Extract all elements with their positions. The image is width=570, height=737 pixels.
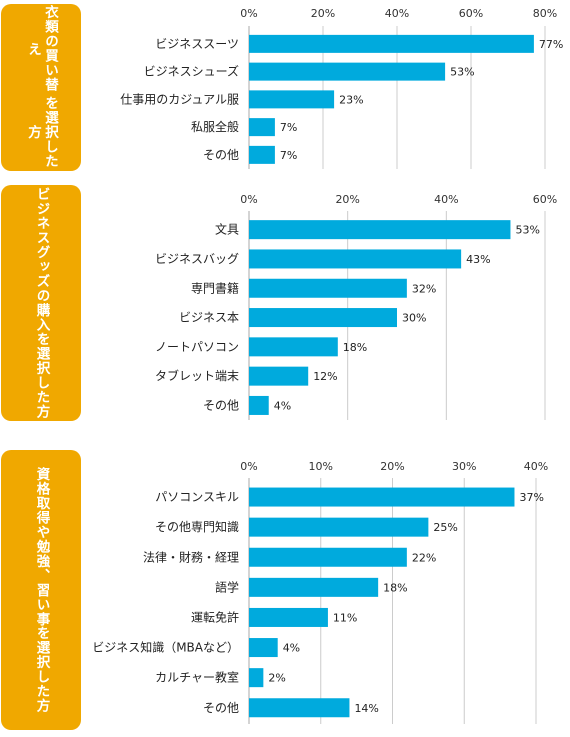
tick-label: 40% [385, 7, 409, 20]
category-label: その他 [203, 148, 239, 162]
value-label: 30% [402, 312, 426, 325]
value-label: 18% [343, 341, 367, 354]
bar [249, 62, 446, 81]
category-label: ビジネスシューズ [144, 64, 239, 79]
tick-label: 0% [240, 460, 257, 473]
category-label: その他 [203, 398, 239, 412]
badge-clothing: 衣類の買い替え を選択した方 [1, 4, 81, 171]
category-label: ビジネススーツ [155, 37, 239, 51]
bar [249, 308, 397, 328]
bar [249, 547, 407, 567]
bar [249, 698, 350, 718]
value-label: 4% [283, 642, 300, 655]
tick-label: 20% [311, 7, 335, 20]
value-label: 53% [515, 224, 539, 237]
tick-label: 20% [335, 193, 359, 206]
category-label: 私服全般 [191, 119, 239, 134]
tick-label: 30% [452, 460, 476, 473]
category-label: 専門書籍 [191, 280, 239, 295]
bar [249, 249, 462, 269]
category-label: 仕事用のカジュアル服 [120, 92, 239, 106]
bar [249, 638, 278, 658]
bar [249, 668, 264, 688]
value-label: 18% [383, 581, 407, 594]
tick-label: 40% [524, 460, 548, 473]
badge-goods-line1: ビジネスグッズの購入 [33, 187, 50, 332]
value-label: 37% [519, 491, 543, 504]
badge-clothing-line2: を選択した方 [25, 96, 58, 169]
bar [249, 118, 275, 137]
tick-label: 0% [240, 193, 257, 206]
badge-goods: ビジネスグッズの購入 を選択した方 [1, 185, 81, 421]
category-label: ノートパソコン [155, 340, 239, 354]
badge-study-label: 資格取得や勉強、習い事 を選択した方 [1, 450, 81, 730]
bar [249, 337, 338, 357]
value-label: 14% [354, 702, 378, 715]
tick-label: 60% [459, 7, 483, 20]
category-label: タブレット端末 [155, 368, 239, 383]
badge-goods-line2: を選択した方 [33, 332, 50, 419]
category-label: 語学 [215, 579, 239, 594]
value-label: 12% [313, 370, 337, 383]
value-label: 2% [268, 672, 285, 685]
bar [249, 487, 515, 507]
value-label: 77% [539, 38, 563, 51]
tick-label: 10% [309, 460, 333, 473]
bar [249, 34, 534, 53]
value-label: 43% [466, 253, 490, 266]
bar [249, 220, 511, 240]
category-label: 法律・財務・経理 [143, 549, 239, 564]
value-label: 11% [333, 611, 357, 624]
tick-label: 60% [533, 193, 557, 206]
badge-study: 資格取得や勉強、習い事 を選択した方 [1, 450, 81, 730]
category-label: その他 [203, 701, 239, 715]
category-label: 運転免許 [191, 609, 239, 624]
badge-study-line2: を選択した方 [33, 626, 50, 714]
category-label: ビジネス本 [179, 311, 239, 325]
bar [249, 145, 275, 164]
bar [249, 395, 269, 415]
tick-label: 0% [240, 7, 257, 20]
category-label: パソコンスキル [155, 490, 239, 504]
category-label: カルチャー教室 [155, 670, 239, 685]
value-label: 23% [339, 93, 363, 106]
badge-clothing-label: 衣類の買い替え を選択した方 [1, 4, 81, 171]
value-label: 4% [274, 399, 291, 412]
category-label: その他専門知識 [155, 520, 239, 534]
badge-goods-label: ビジネスグッズの購入 を選択した方 [1, 185, 81, 421]
bar [249, 577, 379, 597]
badge-clothing-line1: 衣類の買い替え [25, 5, 58, 93]
value-label: 22% [412, 551, 436, 564]
bar [249, 517, 429, 537]
badge-study-line1: 資格取得や勉強、習い事 [33, 466, 50, 627]
value-label: 7% [280, 149, 297, 162]
tick-label: 40% [434, 193, 458, 206]
value-label: 53% [450, 66, 474, 79]
tick-label: 80% [533, 7, 557, 20]
bar [249, 278, 407, 298]
tick-label: 20% [380, 460, 404, 473]
value-label: 25% [433, 521, 457, 534]
bar [249, 366, 309, 386]
category-label: ビジネスバッグ [155, 252, 239, 266]
value-label: 7% [280, 121, 297, 134]
category-label: 文具 [215, 222, 239, 237]
value-label: 32% [412, 282, 436, 295]
category-label: ビジネス知識（MBAなど） [92, 641, 239, 655]
bar [249, 90, 335, 109]
bar [249, 607, 328, 627]
